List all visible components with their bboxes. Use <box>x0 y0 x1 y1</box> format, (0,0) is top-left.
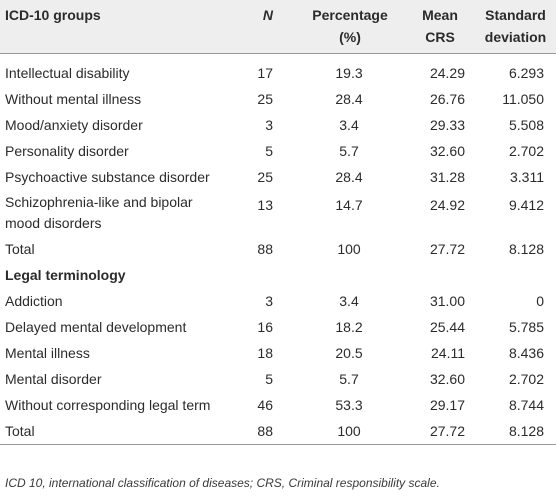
row-label: Without mental illness <box>5 91 142 107</box>
row-n: 5 <box>265 371 273 387</box>
row-percentage: 100 <box>337 241 361 257</box>
row-n: 88 <box>257 423 273 439</box>
row-percentage: 19.3 <box>335 65 363 81</box>
row-n: 46 <box>257 397 273 413</box>
row-mean: 27.72 <box>429 423 465 439</box>
row-percentage: 100 <box>337 423 361 439</box>
row-n: 17 <box>257 65 273 81</box>
row-label: Without corresponding legal term <box>5 397 211 413</box>
row-sd: 0 <box>536 293 544 309</box>
row-percentage: 53.3 <box>335 397 363 413</box>
table-row: Delayed mental development 16 18.2 25.44… <box>0 314 556 340</box>
table-footnote: ICD 10, international classification of … <box>5 476 440 490</box>
row-mean: 24.29 <box>429 65 465 81</box>
row-label: Schizophrenia-like and bipolar mood disor… <box>0 190 229 236</box>
row-n: 3 <box>265 117 273 133</box>
header-standard-deviation: Standard deviation <box>475 0 556 54</box>
row-label-line-2: mood disorders <box>5 215 102 231</box>
table-row: Addiction 3 3.4 31.00 0 <box>0 288 556 314</box>
header-mean-line-1: Mean <box>422 7 458 23</box>
row-mean: 29.33 <box>429 117 465 133</box>
table-row: Psychoactive substance disorder 25 28.4 … <box>0 164 556 190</box>
row-mean: 24.11 <box>431 345 465 361</box>
row-percentage: 3.4 <box>339 293 359 309</box>
section-heading-row: Legal terminology <box>0 262 556 288</box>
table-row: Schizophrenia-like and bipolar mood disor… <box>0 190 556 236</box>
table-header: ICD-10 groups N Percentage (%) Mean CRS St… <box>0 0 556 54</box>
header-percentage: Percentage (%) <box>295 0 405 54</box>
row-percentage: 5.7 <box>339 371 359 387</box>
header-sd-line-2: deviation <box>484 29 547 45</box>
header-percentage-line-1: Percentage <box>312 7 388 23</box>
row-label: Mental disorder <box>5 371 102 387</box>
header-sd-line-1: Standard <box>485 7 546 23</box>
row-label: Personality disorder <box>5 143 129 159</box>
row-sd: 5.785 <box>508 319 544 335</box>
table-row-total: Total 88 100 27.72 8.128 <box>0 418 556 445</box>
row-percentage: 18.2 <box>335 319 363 335</box>
table-container: ICD-10 groups N Percentage (%) Mean CRS St… <box>0 0 556 445</box>
row-percentage: 5.7 <box>339 143 359 159</box>
row-mean: 31.28 <box>429 169 465 185</box>
table-row: Without corresponding legal term 46 53.3… <box>0 392 556 418</box>
table-row: Without mental illness 25 28.4 26.76 11.… <box>0 86 556 112</box>
row-sd: 9.412 <box>508 197 544 213</box>
row-n: 13 <box>257 197 273 213</box>
table-row: Mental disorder 5 5.7 32.60 2.702 <box>0 366 556 392</box>
row-n: 16 <box>257 319 273 335</box>
row-mean: 25.44 <box>429 319 465 335</box>
table-row: Intellectual disability 17 19.3 24.29 6.… <box>0 54 556 87</box>
row-n: 88 <box>257 241 273 257</box>
row-percentage: 3.4 <box>339 117 359 133</box>
row-mean: 26.76 <box>429 91 465 107</box>
row-sd: 6.293 <box>508 65 544 81</box>
row-sd: 3.311 <box>510 169 544 185</box>
row-mean: 24.92 <box>429 197 465 213</box>
row-label: Total <box>5 241 35 257</box>
row-mean: 32.60 <box>429 143 465 159</box>
row-label: Intellectual disability <box>5 65 130 81</box>
row-label: Total <box>5 423 35 439</box>
row-sd: 5.508 <box>508 117 544 133</box>
row-label: Mental illness <box>5 345 90 361</box>
table-row: Mental illness 18 20.5 24.11 8.436 <box>0 340 556 366</box>
header-icd-groups: ICD-10 groups <box>5 7 101 23</box>
row-mean: 29.17 <box>429 397 465 413</box>
table-row: Mood/anxiety disorder 3 3.4 29.33 5.508 <box>0 112 556 138</box>
row-percentage: 14.7 <box>335 197 363 213</box>
table-body: Intellectual disability 17 19.3 24.29 6.… <box>0 54 556 445</box>
header-n: N <box>262 7 273 23</box>
row-n: 5 <box>265 143 273 159</box>
row-mean: 31.00 <box>429 293 465 309</box>
row-mean: 27.72 <box>429 241 465 257</box>
header-percentage-line-2: (%) <box>339 29 361 45</box>
row-sd: 8.436 <box>508 345 544 361</box>
table-row: Personality disorder 5 5.7 32.60 2.702 <box>0 138 556 164</box>
row-sd: 8.744 <box>508 397 544 413</box>
row-label: Psychoactive substance disorder <box>5 169 210 185</box>
row-n: 25 <box>257 91 273 107</box>
row-label: Mood/anxiety disorder <box>5 117 143 133</box>
section-heading-legal: Legal terminology <box>5 267 126 283</box>
row-mean: 32.60 <box>429 371 465 387</box>
row-label: Delayed mental development <box>5 319 187 335</box>
row-percentage: 28.4 <box>335 91 363 107</box>
row-percentage: 20.5 <box>335 345 363 361</box>
row-sd: 2.702 <box>508 371 544 387</box>
row-sd: 8.128 <box>508 241 544 257</box>
row-label-line-1: Schizophrenia-like and bipolar <box>5 194 193 210</box>
row-percentage: 28.4 <box>335 169 363 185</box>
header-mean-crs: Mean CRS <box>405 0 475 54</box>
row-sd: 11.050 <box>502 91 544 107</box>
row-n: 25 <box>257 169 273 185</box>
row-n: 18 <box>257 345 273 361</box>
row-n: 3 <box>265 293 273 309</box>
data-table: ICD-10 groups N Percentage (%) Mean CRS St… <box>0 0 556 445</box>
row-sd: 2.702 <box>508 143 544 159</box>
row-sd: 8.128 <box>508 423 544 439</box>
row-label: Addiction <box>5 293 63 309</box>
table-row-total: Total 88 100 27.72 8.128 <box>0 236 556 262</box>
header-mean-line-2: CRS <box>425 29 455 45</box>
header-row: ICD-10 groups N Percentage (%) Mean CRS St… <box>0 0 556 54</box>
